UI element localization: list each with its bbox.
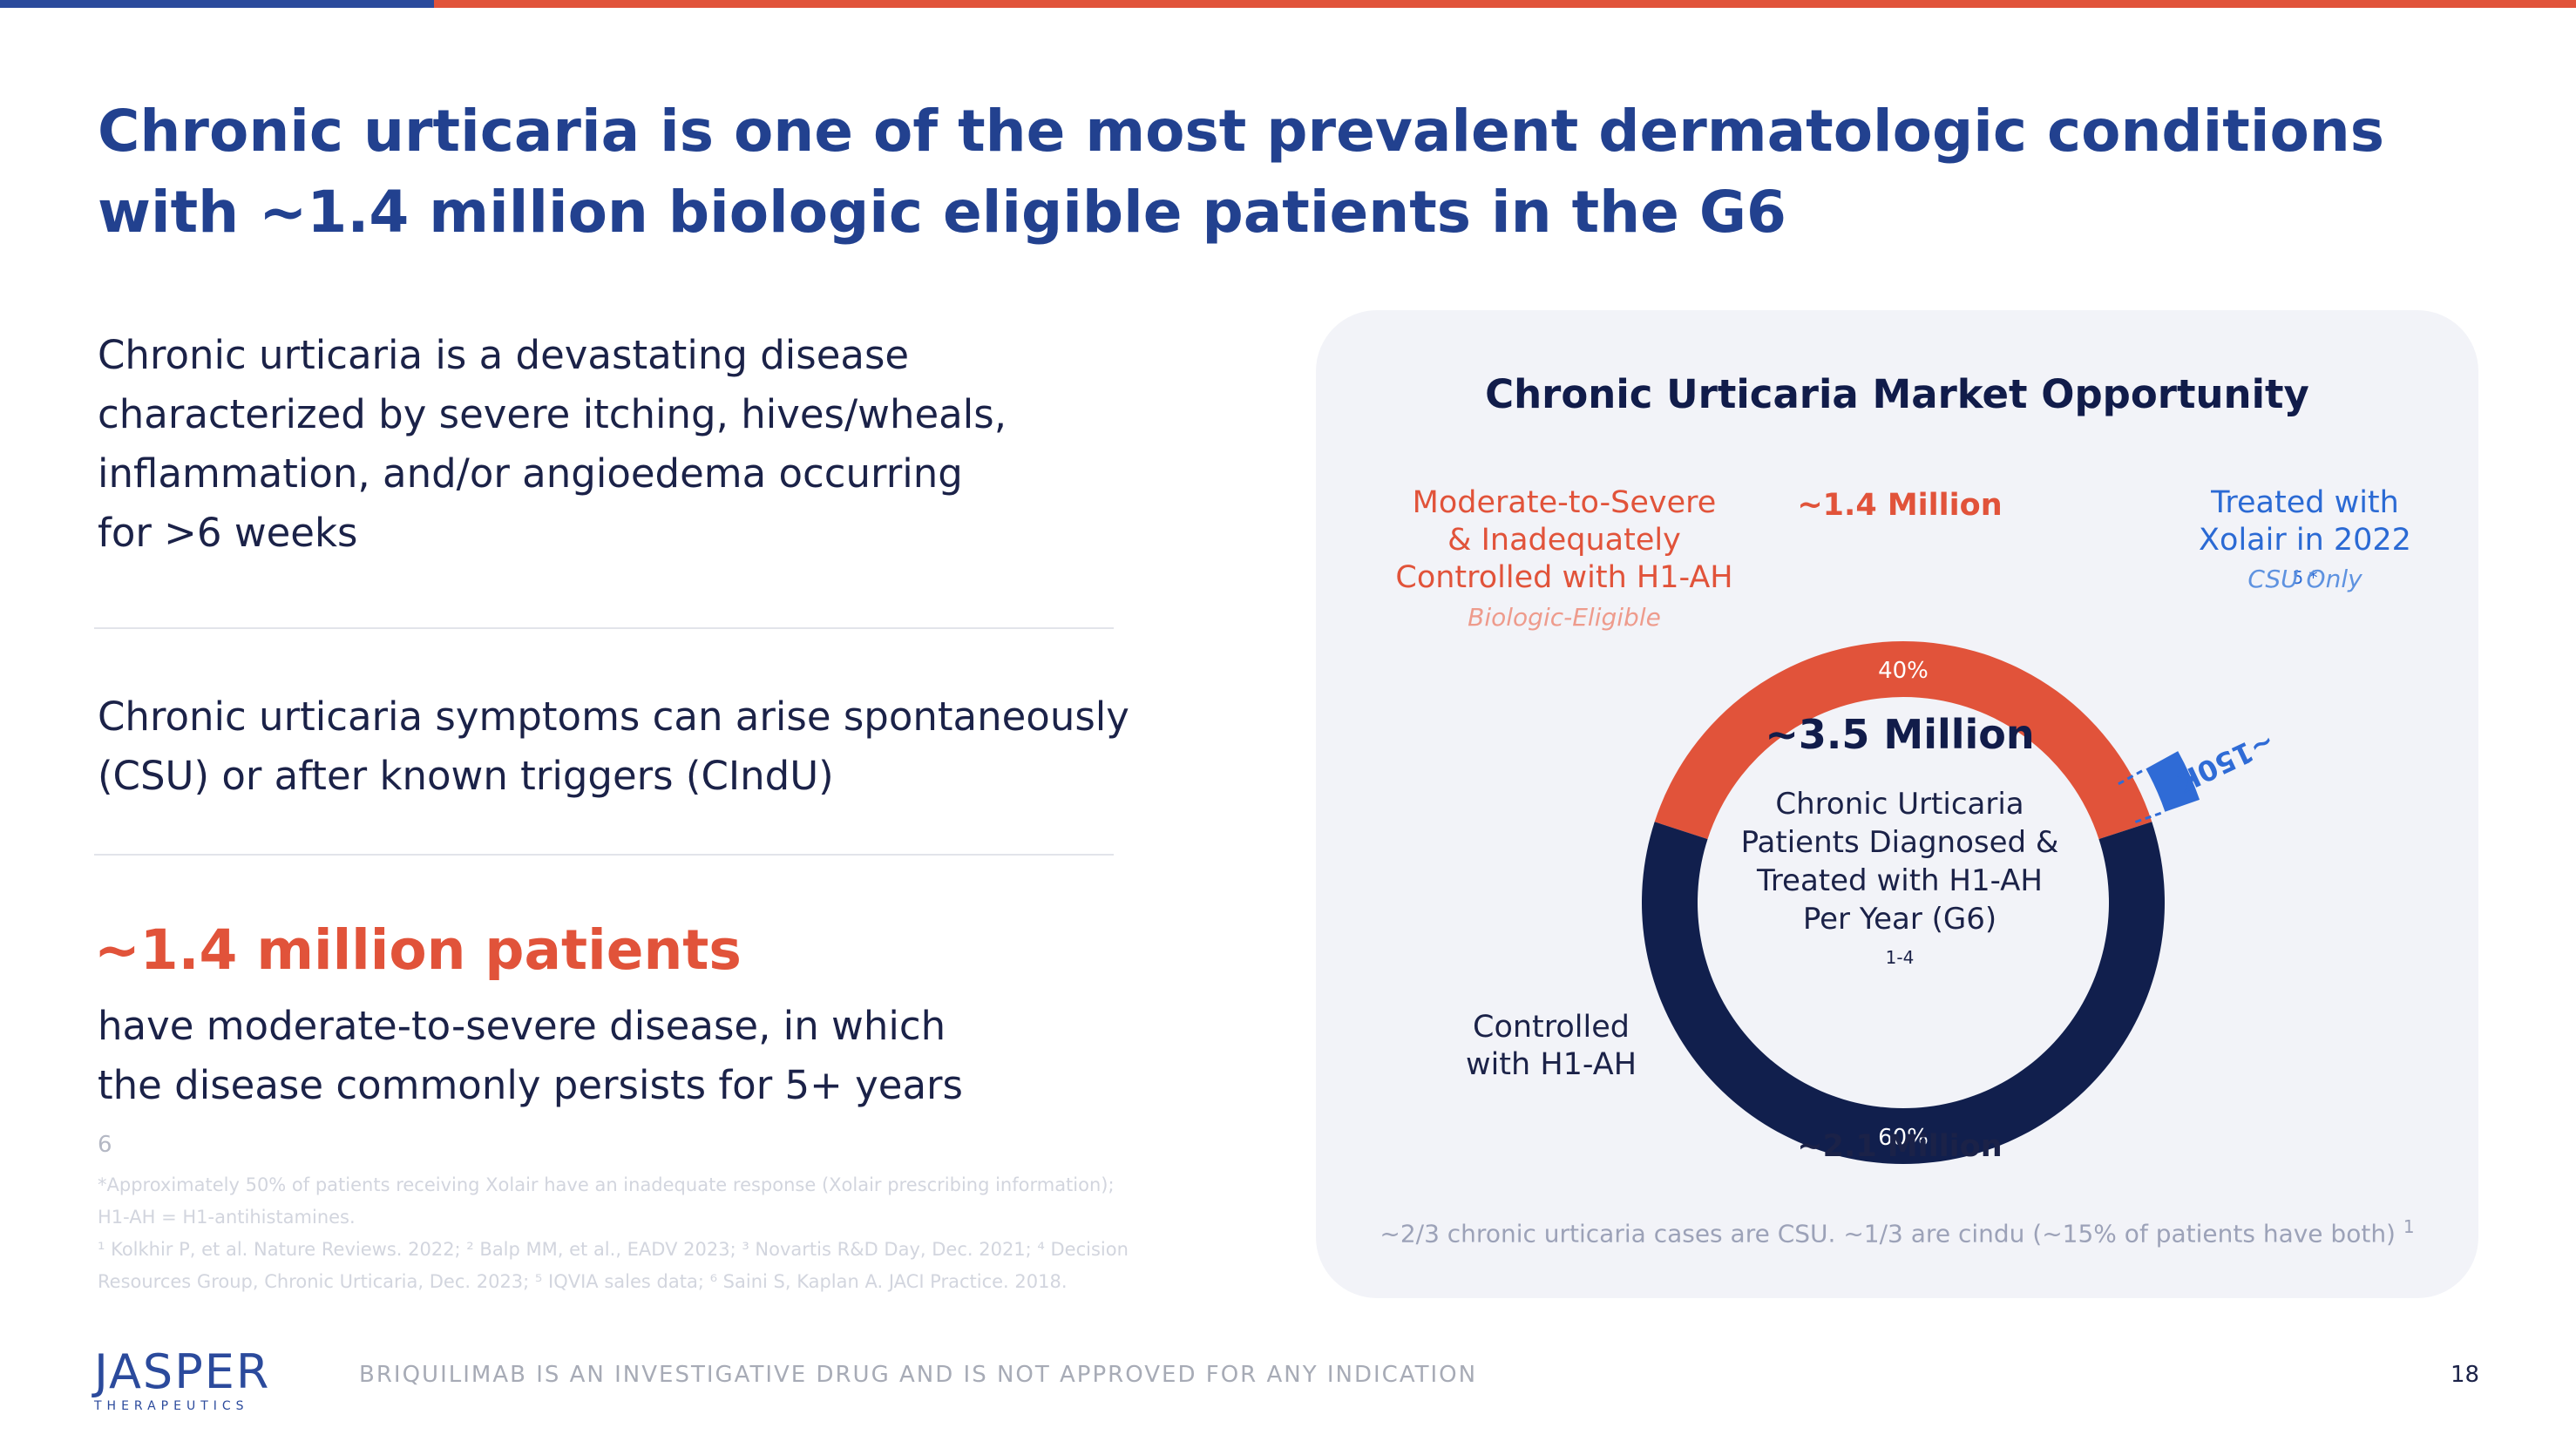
symptoms-line: Chronic urticaria symptoms can arise spo… — [98, 694, 1129, 740]
divider — [94, 854, 1114, 856]
csu-cindu-note: ~2/3 chronic urticaria cases are CSU. ~1… — [1316, 1216, 2478, 1248]
severity-line: have moderate-to-severe disease, in whic… — [98, 1003, 946, 1049]
logo-wordmark: JASPER — [94, 1344, 271, 1399]
inset-connector-line — [2134, 810, 2166, 823]
treated-line: Xolair in 2022 5 * — [2152, 522, 2457, 597]
moderate-label-line: & Inadequately — [1447, 523, 1681, 558]
moderate-severe-label: Moderate-to-Severe & Inadequately Contro… — [1368, 484, 1760, 597]
center-line: Treated with H1-AH — [1757, 863, 2043, 898]
divider — [94, 627, 1114, 629]
symptoms-line: (CSU) or after known triggers (CIndU) — [98, 753, 834, 799]
treated-line-text: Xolair in 2022 — [2199, 523, 2411, 558]
moderate-label-line: Moderate-to-Severe — [1412, 485, 1717, 520]
footnote-ref: 1 — [2403, 1216, 2415, 1237]
top-total-label: ~1.4 Million — [1797, 488, 2003, 523]
footnotes: *Approximately 50% of patients receiving… — [98, 1169, 1230, 1298]
center-total: ~3.5 Million — [1765, 711, 2035, 758]
center-line-text: Per Year (G6) — [1802, 902, 1997, 937]
description-line: Chronic urticaria is a devastating disea… — [98, 332, 910, 378]
disease-description: Chronic urticaria is a devastating disea… — [98, 326, 1126, 563]
treated-line: Treated with — [2211, 485, 2399, 520]
inset-value-label: ~150K — [2172, 725, 2280, 799]
slide-title: Chronic urticaria is one of the most pre… — [98, 91, 2451, 253]
page-number: 18 — [2451, 1362, 2480, 1388]
logo-subtitle: THERAPEUTICS — [94, 1399, 249, 1413]
footnote-ref: 1-4 — [1885, 947, 1915, 968]
footnote-line: *Approximately 50% of patients receiving… — [98, 1174, 1115, 1195]
treated-xolair-label: Treated with Xolair in 2022 5 * — [2152, 484, 2457, 597]
footnote-line: H1-AH = H1-antihistamines. — [98, 1207, 356, 1228]
center-line: Patients Diagnosed & — [1740, 825, 2059, 860]
center-line: Per Year (G6) 1-4 — [1691, 900, 2109, 977]
footnote-ref: 6 — [98, 1132, 112, 1158]
donut-slice-controlled — [1642, 822, 2165, 1164]
slice-percent-label: 40% — [1878, 658, 1929, 684]
severity-description: have moderate-to-severe disease, in whic… — [98, 997, 1178, 1174]
patients-highlight: ~1.4 million patients — [94, 918, 742, 982]
donut-slice-xolair-treated — [2146, 751, 2200, 812]
disclaimer: BRIQUILIMAB IS AN INVESTIGATIVE DRUG AND… — [359, 1362, 1478, 1388]
slide-title-line-2: with ~1.4 million biologic eligible pati… — [98, 179, 1786, 246]
controlled-line: Controlled — [1473, 1010, 1630, 1045]
footnote-ref: 5 * — [2292, 567, 2318, 588]
center-description: Chronic Urticaria Patients Diagnosed & T… — [1691, 785, 2109, 977]
bottom-total-label: ~2.1 Million — [1797, 1129, 2003, 1164]
top-accent-bar-blue — [0, 0, 434, 8]
panel-title: Chronic Urticaria Market Opportunity — [1485, 371, 2309, 417]
center-line: Chronic Urticaria — [1775, 787, 2024, 822]
severity-line-text: the disease commonly persists for 5+ yea… — [98, 1062, 963, 1108]
footnote-line: Resources Group, Chronic Urticaria, Dec.… — [98, 1271, 1068, 1292]
controlled-label: Controlled with H1-AH — [1420, 1009, 1682, 1084]
jasper-logo: JASPER THERAPEUTICS — [94, 1344, 271, 1414]
biologic-eligible-label: Biologic-Eligible — [1468, 603, 1661, 632]
donut-chart: 40% 60% ~150K — [1642, 641, 2280, 1164]
inset-connector-line — [2118, 768, 2147, 786]
donut-slice-moderate-severe — [1654, 641, 2152, 840]
description-line: inflammation, and/or angioedema occurrin… — [98, 450, 963, 497]
slide-title-line-1: Chronic urticaria is one of the most pre… — [98, 98, 2385, 165]
description-line: for >6 weeks — [98, 510, 358, 556]
top-accent-bar-orange — [434, 0, 2576, 8]
symptoms-description: Chronic urticaria symptoms can arise spo… — [98, 687, 1178, 806]
description-line: characterized by severe itching, hives/w… — [98, 391, 1007, 437]
market-opportunity-panel: 40% 60% ~150K Chronic Urticaria Market Opp… — [1316, 310, 2478, 1298]
moderate-label-line: Controlled with H1-AH — [1395, 560, 1733, 595]
note-text: ~2/3 chronic urticaria cases are CSU. ~1… — [1380, 1219, 2396, 1248]
severity-line: the disease commonly persists for 5+ yea… — [98, 1056, 1178, 1174]
controlled-line: with H1-AH — [1465, 1047, 1637, 1082]
footnote-line: ¹ Kolkhir P, et al. Nature Reviews. 2022… — [98, 1239, 1129, 1260]
slice-percent-label: 60% — [1878, 1125, 1929, 1151]
csu-only-label: CSU Only — [2247, 565, 2362, 593]
